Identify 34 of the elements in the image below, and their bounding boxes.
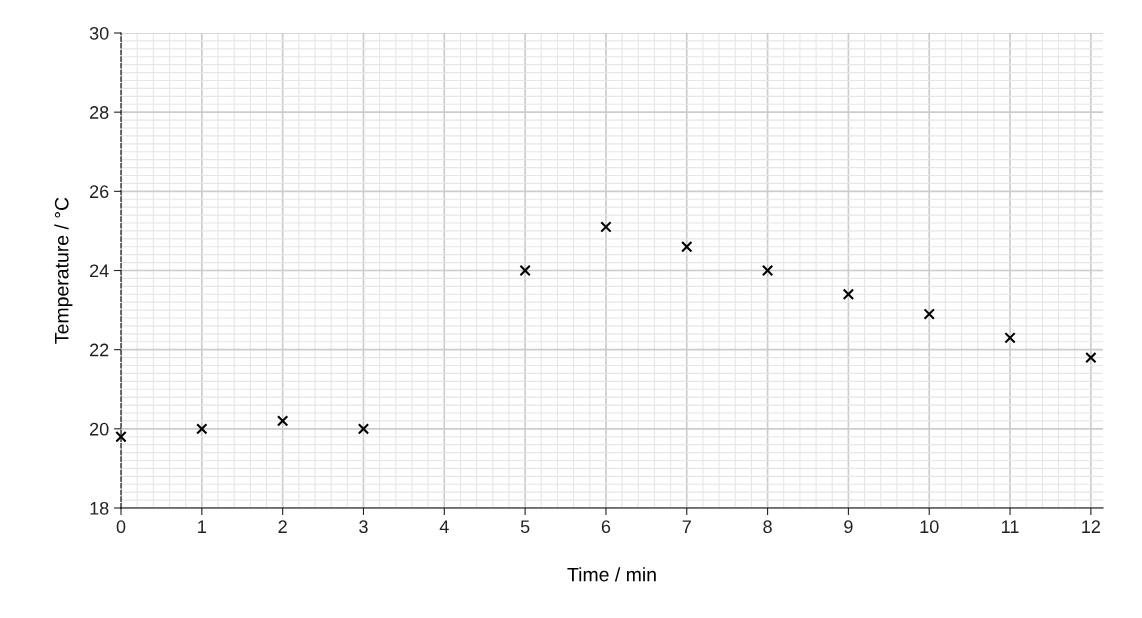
y-tick-label: 22: [90, 343, 109, 357]
x-tick-label: 0: [116, 520, 126, 534]
x-tick-label: 10: [920, 520, 939, 534]
point: [519, 264, 531, 277]
x-tick-label: 5: [520, 520, 530, 534]
y-axis-title: Temperature / °C: [54, 197, 73, 344]
point: [600, 221, 612, 233]
y-tick-label: 26: [90, 185, 109, 199]
point: [357, 423, 370, 435]
point: [1085, 351, 1097, 364]
x-tick-label: 6: [601, 520, 611, 534]
x-tick-label: 8: [763, 520, 772, 534]
x-tick-label: 12: [1082, 520, 1101, 533]
y-tick-label: 30: [89, 26, 109, 40]
x-tick-label: 1: [198, 520, 206, 533]
x-tick-label: 4: [439, 520, 449, 533]
x-tick-label: 3: [359, 520, 368, 534]
y-tick-label: 20: [90, 422, 109, 436]
point: [1004, 332, 1016, 344]
x-tick-label: 2: [278, 520, 287, 533]
point: [923, 308, 935, 320]
point: [842, 288, 855, 300]
point: [115, 431, 127, 443]
point: [761, 264, 774, 277]
x-tick-label: 11: [1002, 520, 1019, 533]
point: [276, 415, 289, 427]
x-tick-label: 7: [682, 520, 691, 533]
point: [681, 241, 693, 253]
x-tick-label: 9: [844, 520, 853, 534]
y-tick-label: 24: [90, 264, 109, 278]
x-axis-title: Time / min: [567, 567, 656, 582]
y-tick-label: 28: [90, 106, 109, 119]
y-tick-label: 18: [90, 501, 109, 515]
point: [196, 423, 208, 435]
